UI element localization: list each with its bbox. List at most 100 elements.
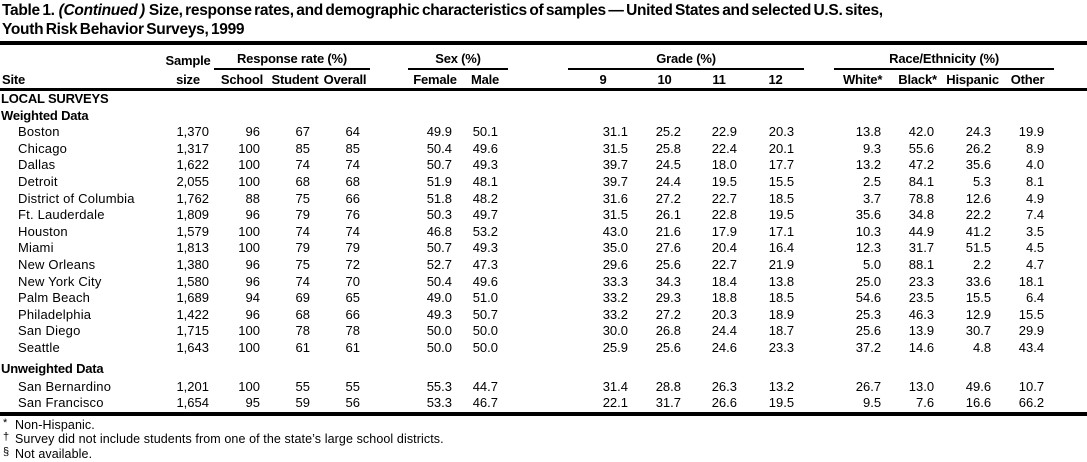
cell-grade-12-pct: 16.4 xyxy=(768,240,795,256)
site-name: Palm Beach xyxy=(18,290,91,306)
cell-hispanic-pct: 15.5 xyxy=(965,290,992,306)
spacer-cell xyxy=(508,379,568,396)
cell-grade-10-pct: 27.6 xyxy=(655,240,682,256)
cell-student-response-rate: 74 xyxy=(295,273,310,289)
spacer-cell xyxy=(1054,290,1087,307)
cell-overall-response-rate: 85 xyxy=(345,140,361,156)
spacer-cell xyxy=(508,174,568,191)
cell-grade-10-pct: 34.3 xyxy=(655,273,682,289)
cell-white-pct: 37.2 xyxy=(855,339,882,355)
cell-student-response-rate: 75 xyxy=(295,190,310,206)
cell-grade-11-pct: 20.3 xyxy=(711,306,738,322)
cell-sample-size: 1,643 xyxy=(176,339,209,355)
title-line2: Youth Risk Behavior Surveys, 1999 xyxy=(2,21,245,38)
cell-male-pct: 44.7 xyxy=(472,378,499,394)
spacer-cell xyxy=(804,323,834,340)
cell-other-pct: 10.7 xyxy=(1018,378,1045,394)
site-name: Chicago xyxy=(18,140,68,156)
cell-grade-11-pct: 26.6 xyxy=(711,395,738,411)
cell-sample-size: 1,809 xyxy=(176,207,209,223)
cell-white-pct: 54.6 xyxy=(855,290,882,306)
spacer-cell xyxy=(804,340,834,357)
cell-grade-10-pct: 26.8 xyxy=(655,323,682,339)
cell-overall-response-rate: 72 xyxy=(345,256,361,272)
cell-black-pct: 84.1 xyxy=(908,173,935,189)
cell-other-pct: 3.5 xyxy=(1026,223,1045,239)
table-row: District of Columbia 1,762 88 75 66 51.8 48.2 3… xyxy=(0,191,1087,208)
cell-school-response-rate: 100 xyxy=(238,223,260,239)
cell-school-response-rate: 96 xyxy=(245,207,260,223)
top-rule xyxy=(0,41,1087,45)
cell-student-response-rate: 75 xyxy=(295,256,310,272)
group-header-grade: Grade (%) xyxy=(568,45,805,70)
cell-male-pct: 50.1 xyxy=(472,124,499,140)
cell-overall-response-rate: 64 xyxy=(345,124,361,140)
cell-sample-size: 1,762 xyxy=(176,190,209,206)
cell-other-pct: 66.2 xyxy=(1018,395,1045,411)
group-header-race-ethnicity: Race/Ethnicity (%) xyxy=(834,45,1055,70)
cell-grade-12-pct: 18.5 xyxy=(768,190,795,206)
cell-female-pct: 50.7 xyxy=(426,240,453,256)
cell-school-response-rate: 100 xyxy=(238,339,260,355)
spacer-cell xyxy=(804,274,834,291)
cell-grade-9-pct: 33.2 xyxy=(602,306,629,322)
cell-sample-size: 1,380 xyxy=(176,256,209,272)
cell-black-pct: 14.6 xyxy=(908,339,935,355)
cell-overall-response-rate: 79 xyxy=(345,240,361,256)
col-header-black: Black* xyxy=(898,72,937,87)
spacer-cell xyxy=(508,340,568,357)
cell-overall-response-rate: 78 xyxy=(345,323,361,339)
cell-male-pct: 49.3 xyxy=(472,240,499,256)
table-row: Boston 1,370 96 67 64 49.9 50.1 31.1 25.2 22.9 20.… xyxy=(0,124,1087,141)
site-name: San Francisco xyxy=(18,395,104,411)
spacer-cell xyxy=(1054,207,1087,224)
col-header-grade-10: 10 xyxy=(657,72,672,87)
header-row-columns: Site size School Student Overall Female … xyxy=(0,69,1087,90)
cell-white-pct: 13.8 xyxy=(855,124,882,140)
cell-student-response-rate: 74 xyxy=(295,223,310,239)
cell-white-pct: 5.0 xyxy=(862,256,882,272)
cell-black-pct: 7.6 xyxy=(915,395,935,411)
header-spacer xyxy=(508,45,568,69)
cell-hispanic-pct: 12.6 xyxy=(965,190,992,206)
cell-white-pct: 25.6 xyxy=(855,323,882,339)
cell-black-pct: 78.8 xyxy=(908,190,935,206)
footnote-text: Non-Hispanic. xyxy=(15,417,95,432)
cell-grade-12-pct: 19.5 xyxy=(768,395,795,411)
cell-grade-9-pct: 22.1 xyxy=(602,395,629,411)
cell-grade-9-pct: 31.6 xyxy=(602,190,629,206)
col-header-grade-9: 9 xyxy=(599,72,607,87)
cell-student-response-rate: 85 xyxy=(295,140,310,156)
cell-other-pct: 4.5 xyxy=(1026,240,1045,256)
cell-school-response-rate: 100 xyxy=(238,157,260,173)
spacer-cell xyxy=(508,157,568,174)
site-name: Houston xyxy=(18,223,68,239)
cell-hispanic-pct: 22.2 xyxy=(965,207,992,223)
col-header-male: Male xyxy=(470,72,500,87)
spacer-cell xyxy=(370,274,408,291)
spacer-cell xyxy=(370,290,408,307)
spacer-cell xyxy=(804,290,834,307)
cell-grade-9-pct: 33.2 xyxy=(602,290,629,306)
site-name: Boston xyxy=(18,124,60,140)
cell-other-pct: 43.4 xyxy=(1018,339,1045,355)
header-spacer xyxy=(370,45,408,69)
section-label: Unweighted Data xyxy=(1,360,104,376)
cell-sample-size: 1,689 xyxy=(176,290,209,306)
header-row-groups: Sample Response rate (%) Sex (%) Grade (… xyxy=(0,45,1087,70)
title-text: Size, response rates, and demographic ch… xyxy=(148,2,883,19)
col-header-overall: Overall xyxy=(323,72,367,87)
cell-grade-11-pct: 22.7 xyxy=(711,256,738,272)
cell-grade-9-pct: 43.0 xyxy=(602,223,629,239)
cell-grade-11-pct: 22.7 xyxy=(711,190,738,206)
header-sample-line1: Sample xyxy=(165,53,211,68)
spacer-cell xyxy=(508,257,568,274)
cell-black-pct: 47.2 xyxy=(908,157,935,173)
cell-overall-response-rate: 56 xyxy=(345,395,361,411)
cell-black-pct: 13.0 xyxy=(908,378,935,394)
cell-grade-11-pct: 19.5 xyxy=(711,173,738,189)
cell-school-response-rate: 88 xyxy=(245,190,260,206)
spacer-cell xyxy=(370,307,408,324)
cell-grade-10-pct: 26.1 xyxy=(655,207,682,223)
spacer-cell xyxy=(804,141,834,158)
